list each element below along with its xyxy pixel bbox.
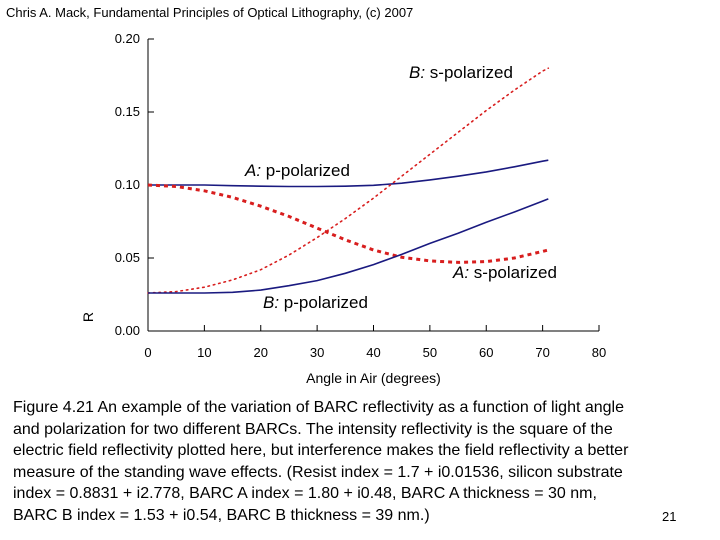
x-tick-label: 20 — [254, 345, 268, 360]
figure-caption: Figure 4.21 An example of the variation … — [13, 397, 713, 527]
series-line-a-s-polarized — [147, 183, 549, 264]
y-axis-label: R — [80, 312, 96, 322]
caption-line: and polarization for two different BARCs… — [13, 420, 613, 438]
x-axis-label: Angle in Air (degrees) — [306, 370, 441, 386]
y-tick-label: 0.10 — [115, 177, 140, 192]
x-tick-label: 60 — [479, 345, 493, 360]
caption-line: measure of the standing wave effects. (R… — [13, 463, 623, 481]
series-line-a-p-polarized — [148, 159, 549, 188]
y-tick-label: 0.00 — [115, 323, 140, 338]
y-tick-label: 0.20 — [115, 31, 140, 46]
caption-line: Figure 4.21 An example of the variation … — [13, 399, 624, 416]
series-label-b-p-polarized: B: p-polarized — [263, 293, 368, 312]
x-tick-label: 0 — [144, 345, 151, 360]
y-tick-label: 0.15 — [115, 104, 140, 119]
x-tick-label: 40 — [366, 345, 380, 360]
reflectivity-chart: 0.00 0.05 0.10 0.15 0.20 0 10 20 30 40 50 60 70 80 Ang… — [80, 31, 606, 386]
series-label-b-s-polarized: B: s-polarized — [409, 63, 513, 82]
header-credit: Chris A. Mack, Fundamental Principles of… — [6, 5, 414, 20]
slide-number: 21 — [662, 509, 677, 524]
series-line-b-p-polarized — [148, 198, 549, 294]
series-line-b-s-polarized — [147, 67, 550, 294]
series-label-a-p-polarized: A: p-polarized — [244, 161, 350, 180]
x-tick-label: 30 — [310, 345, 324, 360]
x-tick-label: 80 — [592, 345, 606, 360]
series-labels: A: p-polarized A: s-polarized B: s-polariz… — [244, 63, 557, 312]
y-tick-label: 0.05 — [115, 250, 140, 265]
x-tick-label: 10 — [197, 345, 211, 360]
x-tick-label: 50 — [423, 345, 437, 360]
series-lines — [147, 67, 550, 294]
caption-line: BARC B index = 1.53 + i0.54, BARC B thic… — [13, 506, 430, 524]
series-label-a-s-polarized: A: s-polarized — [452, 263, 557, 282]
caption-line: electric field reflectivity plotted here… — [13, 442, 629, 460]
x-tick-label: 70 — [535, 345, 549, 360]
axes: 0.00 0.05 0.10 0.15 0.20 0 10 20 30 40 50 60 70 80 Ang… — [80, 31, 606, 386]
caption-line: index = 0.8831 + i2.778, BARC A index = … — [13, 485, 597, 503]
